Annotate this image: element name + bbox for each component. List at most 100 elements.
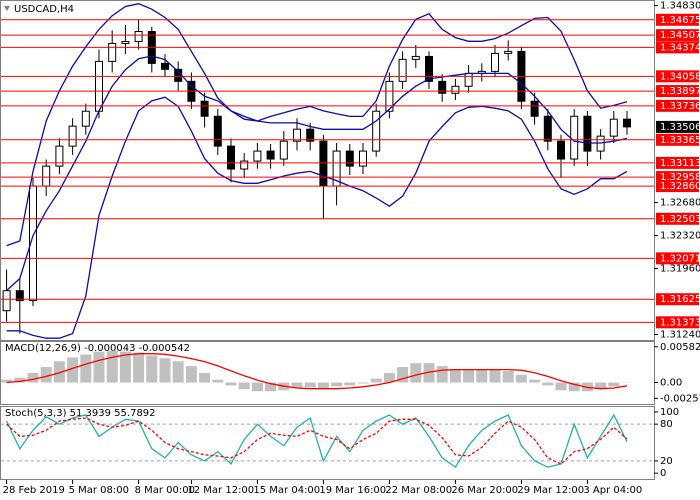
candle-body — [438, 80, 447, 94]
candle-body — [504, 50, 513, 54]
candle-body — [200, 100, 209, 117]
y-tick-label: 0.00 — [660, 378, 682, 389]
level-label: 1.32071 — [660, 253, 700, 264]
candle-body — [68, 125, 77, 147]
macd-bar — [265, 382, 277, 392]
stoch-signal — [6, 417, 628, 465]
candle-body — [543, 115, 552, 142]
level-label-box — [656, 316, 699, 329]
candle-body — [530, 100, 539, 117]
candle-body — [227, 145, 235, 170]
x-tick-label: 3 Apr 04:00 — [583, 485, 642, 496]
candle-body — [213, 115, 222, 147]
y-tick-label: 1.32320 — [660, 231, 700, 242]
macd-bar — [555, 382, 567, 391]
level-label: 1.34058 — [660, 71, 700, 82]
level-label-box — [656, 252, 699, 265]
y-tick-label: 1.31240 — [660, 330, 700, 341]
y-tick-label: 1.32680 — [660, 198, 700, 209]
macd-bar — [383, 372, 395, 383]
bollinger-upper — [6, 3, 628, 247]
y-tick-label: -0.002579 — [660, 393, 700, 404]
bollinger-lower — [6, 96, 628, 339]
macd-bar — [476, 369, 488, 383]
level-label-box — [656, 41, 699, 54]
candle-body — [95, 60, 103, 112]
macd-panel-frame — [0, 341, 655, 405]
level-label: 1.34374 — [660, 42, 700, 53]
x-tick-label: 19 Mar 16:00 — [319, 485, 386, 496]
candle-body — [411, 55, 420, 60]
level-label: 1.33736 — [660, 101, 700, 112]
macd-bar — [344, 382, 356, 386]
macd-bar — [185, 366, 197, 383]
candle-body — [570, 115, 579, 160]
candle-body — [306, 128, 315, 142]
macd-bar — [410, 363, 422, 383]
x-tick-label: 5 Mar 08:00 — [69, 485, 129, 496]
level-label-box — [656, 212, 699, 225]
level-label: 1.31373 — [660, 317, 700, 328]
candle-body — [161, 62, 169, 70]
macd-bar — [14, 377, 26, 383]
x-tick-label: 12 Mar 12:00 — [187, 485, 254, 496]
level-label-box — [656, 133, 699, 146]
macd-signal — [6, 353, 628, 390]
x-tick-label: 8 Mar 00:00 — [135, 485, 195, 496]
macd-bar — [80, 354, 92, 383]
stoch-main — [6, 413, 628, 469]
candle-body — [623, 118, 631, 128]
candle-body — [15, 290, 24, 302]
y-tick-label: 20 — [660, 456, 673, 467]
macd-bar — [172, 361, 184, 383]
macd-bar — [40, 367, 52, 383]
macd-bar — [251, 382, 263, 392]
macd-bar — [146, 355, 158, 383]
macd-bar — [608, 382, 620, 387]
macd-bar — [304, 382, 316, 388]
candle-body — [266, 150, 275, 160]
macd-bar — [568, 382, 580, 392]
candle-body — [491, 52, 499, 72]
macd-bar — [27, 372, 39, 383]
chart-title: USDCAD,H4 — [14, 4, 74, 15]
macd-bar — [331, 382, 343, 387]
macd-bar — [53, 361, 65, 383]
candle-body — [240, 160, 249, 170]
level-label: 1.32958 — [660, 172, 700, 183]
x-tick-label: 15 Mar 04:00 — [253, 485, 320, 496]
bollinger-middle — [6, 55, 628, 291]
macd-bar — [119, 351, 131, 383]
stoch-title: Stoch(5,3,3) 51.3939 55.7892 — [5, 408, 156, 419]
x-tick-label: 22 Mar 08:00 — [385, 485, 452, 496]
macd-bar — [225, 382, 237, 386]
level-label: 1.33365 — [660, 135, 700, 146]
macd-bar — [238, 382, 250, 390]
y-tick-label: 0 — [660, 468, 666, 479]
level-label: 1.32503 — [660, 214, 700, 225]
candle-body — [609, 118, 618, 137]
y-tick-label: 80 — [660, 419, 673, 430]
candle-body — [81, 110, 90, 127]
candle-body — [451, 85, 460, 94]
level-label-box — [656, 29, 699, 42]
macd-bar — [423, 363, 435, 383]
candle-body — [134, 31, 143, 42]
macd-bar — [199, 372, 211, 383]
candle-body — [121, 40, 130, 44]
y-tick-label: 1.34830 — [660, 1, 700, 12]
candle-body — [583, 115, 592, 152]
macd-bar — [502, 370, 514, 383]
candle-body — [345, 150, 354, 167]
macd-bar — [133, 352, 145, 383]
candle-body — [108, 42, 117, 62]
level-label-box — [656, 99, 699, 112]
y-tick-label: 0.005824 — [660, 342, 700, 353]
level-label: 1.33897 — [660, 86, 700, 97]
y-tick-label: 100 — [660, 407, 679, 418]
candle-body — [398, 58, 407, 82]
candle-body — [253, 150, 262, 162]
stoch-panel-frame — [0, 406, 655, 480]
macd-bar — [436, 366, 448, 383]
